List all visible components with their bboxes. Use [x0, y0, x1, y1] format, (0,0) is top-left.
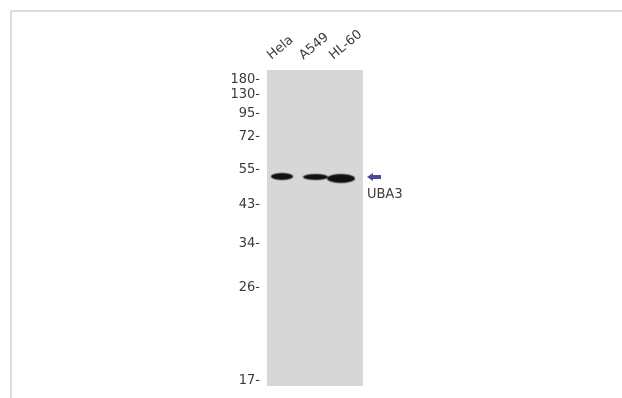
- arrow-left-icon: [367, 173, 373, 181]
- marker-34: 34-: [238, 236, 260, 251]
- frame-top-border: [10, 10, 622, 12]
- lane-label-hela: Hela: [264, 32, 297, 63]
- lane-label-a549: A549: [296, 29, 332, 63]
- band-hl60: [327, 174, 355, 183]
- frame-left-border: [10, 10, 12, 398]
- marker-72: 72-: [238, 129, 260, 144]
- protein-label: UBA3: [367, 187, 403, 202]
- band-a549: [303, 174, 328, 180]
- marker-95: 95-: [238, 106, 260, 121]
- arrow-shaft: [372, 175, 381, 179]
- lane-label-hl60: HL-60: [326, 27, 366, 63]
- blot-membrane: [267, 70, 363, 386]
- marker-180: 180-: [230, 72, 260, 87]
- marker-130: 130-: [230, 87, 260, 102]
- marker-26: 26-: [238, 280, 260, 295]
- marker-17: 17-: [238, 373, 260, 388]
- marker-55: 55-: [238, 162, 260, 177]
- band-hela: [271, 173, 293, 180]
- marker-43: 43-: [238, 197, 260, 212]
